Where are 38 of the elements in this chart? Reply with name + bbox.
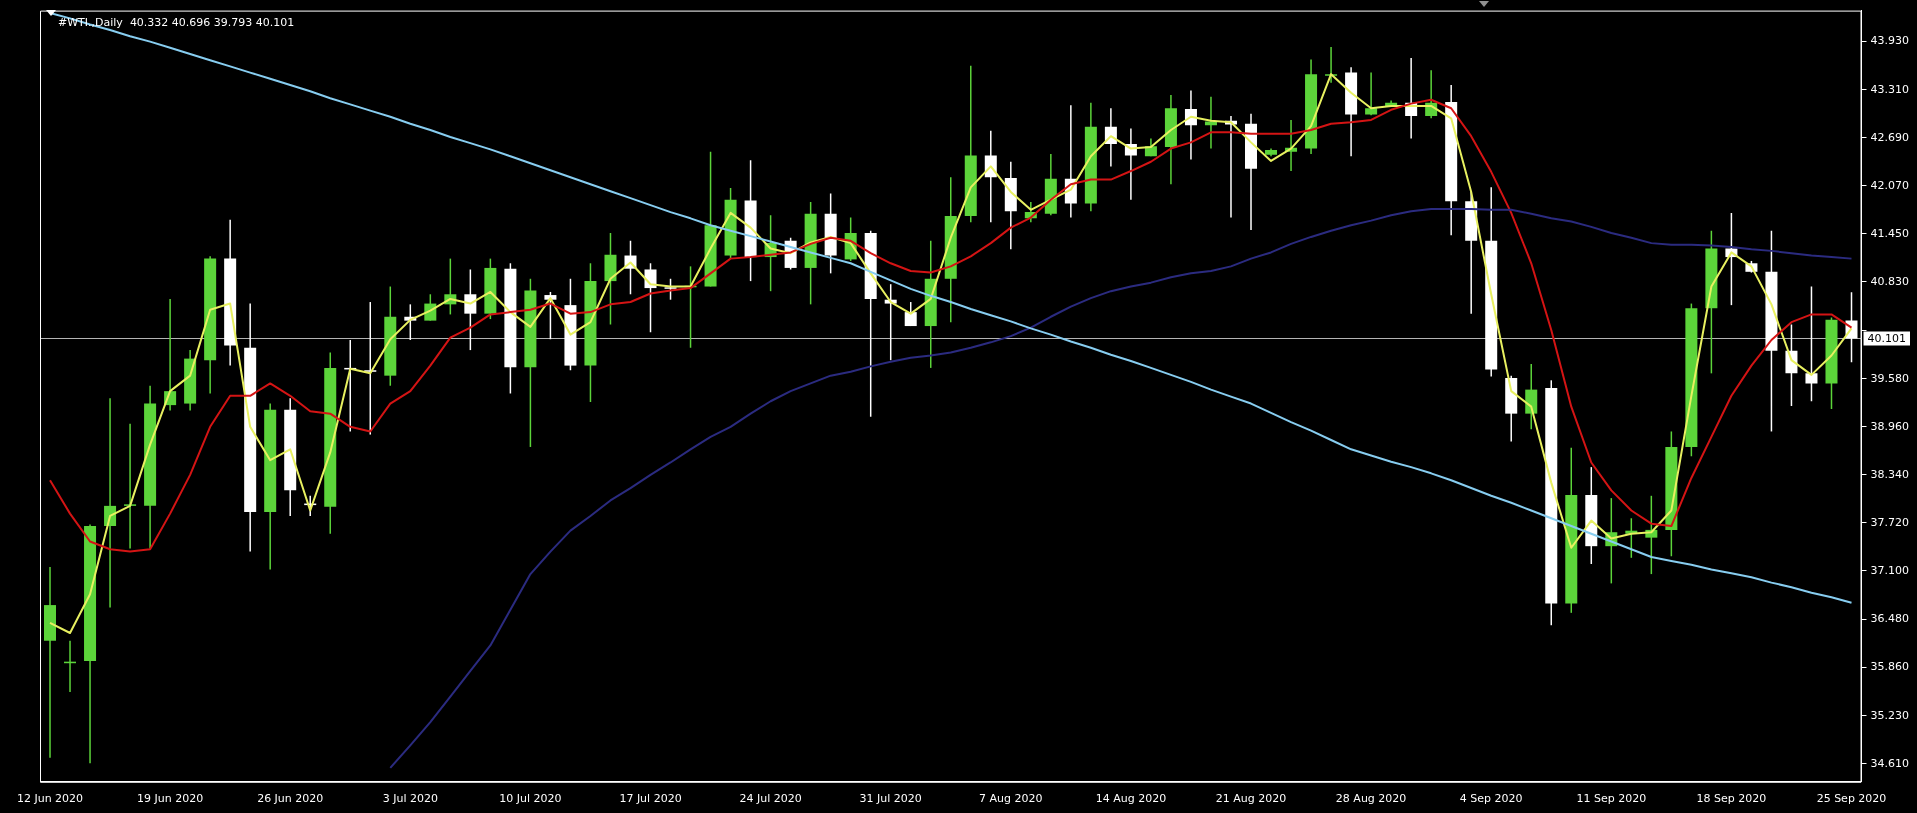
candlestick: [904, 301, 917, 327]
candlestick: [124, 422, 137, 550]
x-tick-label: 26 Jun 2020: [257, 792, 324, 806]
ref-line-label: 40.101: [1867, 331, 1907, 345]
x-tick-label: 12 Jun 2020: [16, 792, 84, 806]
x-tick-label: 17 Jul 2020: [619, 792, 682, 806]
x-tick-label: 14 Aug 2020: [1095, 792, 1167, 806]
y-tick-label: 43.930: [1870, 34, 1910, 48]
y-tick-label: 38.340: [1870, 467, 1910, 481]
x-tick-label: 24 Jul 2020: [739, 792, 802, 806]
candlestick: [1805, 285, 1818, 402]
y-tick-label: 41.450: [1870, 226, 1910, 240]
y-tick-label: 38.960: [1870, 419, 1910, 433]
x-tick-label: 11 Sep 2020: [1576, 792, 1647, 806]
y-tick-label: 39.580: [1870, 371, 1910, 385]
x-tick-label: 7 Aug 2020: [979, 792, 1043, 806]
x-tick-label: 4 Sep 2020: [1459, 792, 1523, 806]
y-tick-label: 37.100: [1870, 563, 1910, 577]
candlestick: [664, 278, 677, 301]
x-tick-label: 25 Sep 2020: [1816, 792, 1887, 806]
x-tick-label: 19 Jun 2020: [137, 792, 204, 806]
x-tick-label: 31 Jul 2020: [859, 792, 922, 806]
x-tick-label: 18 Sep 2020: [1696, 792, 1767, 806]
y-tick-label: 42.070: [1870, 178, 1910, 192]
x-tick-label: 28 Aug 2020: [1335, 792, 1407, 806]
x-tick-label: 3 Jul 2020: [382, 792, 438, 806]
y-tick-label: 40.830: [1870, 274, 1910, 288]
y-tick-label: 43.310: [1870, 82, 1910, 96]
y-tick-label: 37.720: [1870, 515, 1910, 529]
candlestick: [464, 268, 477, 351]
y-tick-label: 34.610: [1870, 756, 1910, 770]
candlestick: [544, 291, 557, 340]
y-tick-label: 35.860: [1870, 659, 1910, 673]
y-tick-label: 42.690: [1870, 130, 1910, 144]
y-tick-label: 35.230: [1870, 708, 1910, 722]
y-tick-label: 36.480: [1870, 611, 1910, 625]
x-tick-label: 21 Aug 2020: [1215, 792, 1287, 806]
x-tick-label: 10 Jul 2020: [499, 792, 562, 806]
